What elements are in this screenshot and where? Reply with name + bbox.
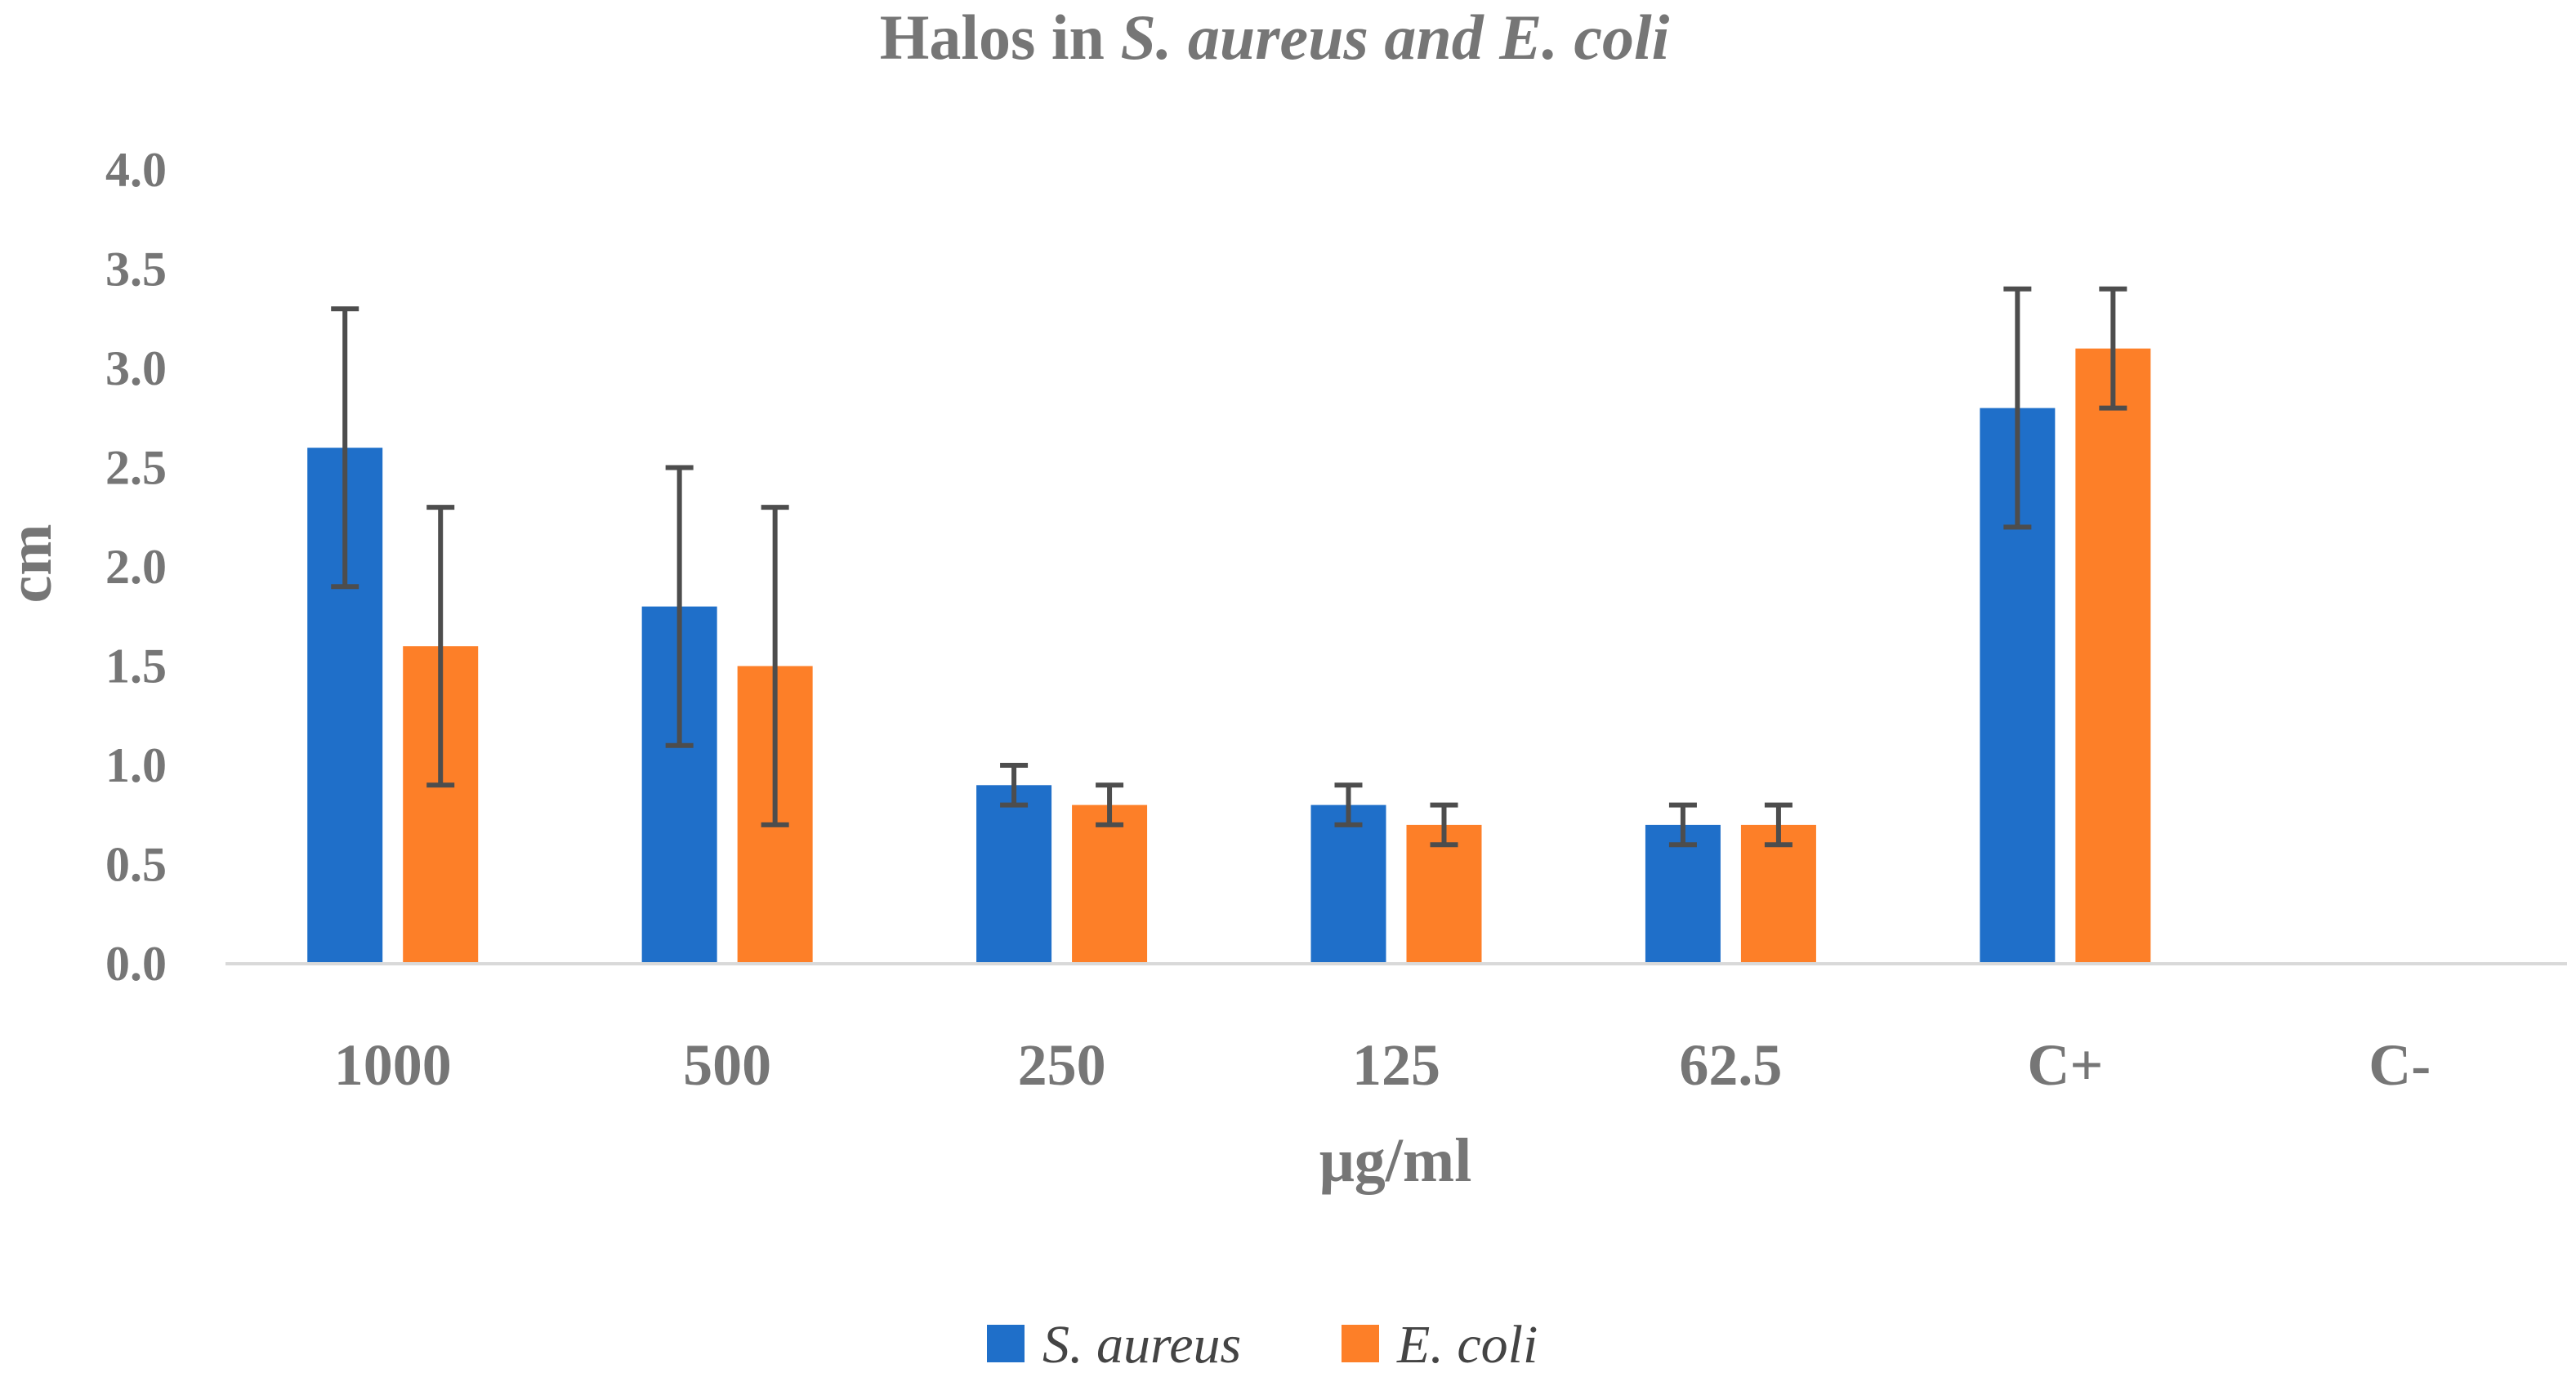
- y-tick-label: 0.0: [105, 937, 167, 991]
- x-axis-title: μg/ml: [1319, 1126, 1472, 1195]
- error-bar: [2003, 286, 2032, 530]
- y-tick-label: 2.5: [105, 441, 167, 495]
- chart-title-species-2: E. coli: [1498, 2, 1669, 73]
- bar-e-coli: [1406, 824, 1482, 964]
- bar-s-aureus: [976, 785, 1052, 964]
- x-tick-label: C-: [2368, 1032, 2431, 1098]
- y-tick-label: 1.0: [105, 738, 167, 792]
- legend-label: S. aureus: [1042, 1315, 1241, 1375]
- bars: [307, 348, 2151, 965]
- error-bar: [2099, 286, 2127, 411]
- legend-label: E. coli: [1396, 1315, 1538, 1375]
- error-bar: [331, 306, 359, 590]
- y-tick-label: 1.5: [105, 640, 167, 693]
- legend-swatch: [987, 1325, 1025, 1362]
- x-tick-label: 500: [683, 1032, 771, 1098]
- y-axis-ticks: 0.0 0.5 1.0 1.5 2.0 2.5 3.0 3.5 4.0: [105, 143, 167, 991]
- bar-e-coli: [2075, 348, 2151, 964]
- x-tick-label: 1000: [334, 1032, 452, 1098]
- error-bar: [1430, 802, 1458, 848]
- chart-title-species-1: S. aureus: [1120, 2, 1368, 73]
- error-bar: [1764, 802, 1792, 848]
- y-tick-label: 3.5: [105, 243, 167, 296]
- x-tick-label: 125: [1352, 1032, 1440, 1098]
- legend: S. aureus E. coli: [987, 1315, 1538, 1375]
- chart-title-prefix: Halos in: [880, 2, 1121, 73]
- legend-swatch: [1342, 1325, 1379, 1362]
- error-bar: [1334, 782, 1363, 827]
- x-axis-categories: 1000 500 250 125 62.5 C+ C-: [334, 1032, 2431, 1098]
- x-tick-label: 250: [1018, 1032, 1106, 1098]
- error-bar: [426, 505, 455, 788]
- bar-e-coli: [1072, 804, 1148, 964]
- y-axis-title: cm: [0, 524, 65, 603]
- bar-s-aureus: [1310, 804, 1386, 964]
- x-tick-label: C+: [2027, 1032, 2103, 1098]
- y-tick-label: 3.0: [105, 341, 167, 395]
- bar-s-aureus: [1645, 824, 1721, 964]
- y-tick-label: 2.0: [105, 540, 167, 594]
- error-bars: [331, 286, 2127, 848]
- error-bar: [1000, 763, 1029, 808]
- error-bar: [665, 465, 694, 748]
- x-tick-label: 62.5: [1679, 1032, 1782, 1098]
- error-bar: [761, 505, 789, 827]
- chart-title-middle: and: [1368, 2, 1499, 73]
- error-bar: [1668, 802, 1697, 848]
- bar-e-coli: [1740, 824, 1816, 964]
- y-tick-label: 4.0: [105, 143, 167, 197]
- chart-title: Halos in S. aureus and E. coli: [880, 2, 1670, 73]
- error-bar: [1096, 782, 1124, 827]
- y-tick-label: 0.5: [105, 838, 167, 892]
